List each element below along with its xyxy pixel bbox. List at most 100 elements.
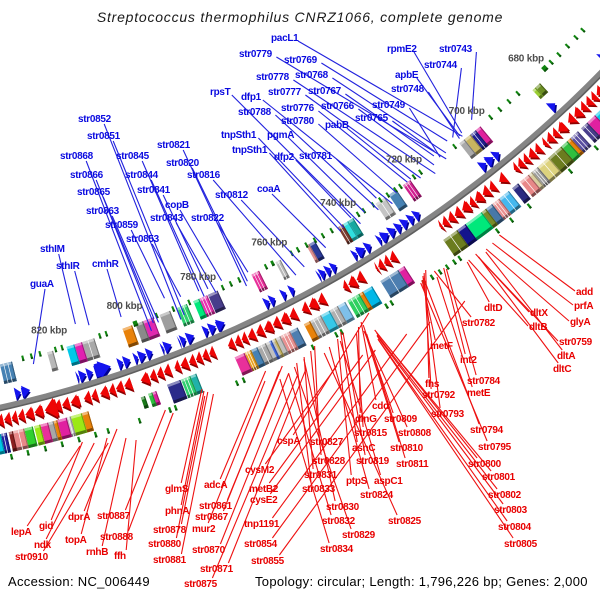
svg-text:rpmE2: rpmE2	[387, 44, 417, 55]
svg-text:str0792: str0792	[422, 390, 456, 401]
svg-text:sthIR: sthIR	[56, 261, 81, 272]
svg-text:str0910: str0910	[15, 552, 49, 563]
svg-text:cdd: cdd	[372, 401, 389, 412]
svg-text:guaA: guaA	[30, 279, 54, 290]
svg-text:dfp1: dfp1	[241, 92, 262, 103]
svg-text:str0803: str0803	[494, 505, 528, 516]
svg-text:adcA: adcA	[204, 480, 227, 491]
svg-text:str0800: str0800	[468, 459, 502, 470]
svg-text:str0810: str0810	[390, 443, 424, 454]
svg-text:str0853: str0853	[126, 234, 160, 245]
svg-text:str0845: str0845	[116, 151, 150, 162]
svg-text:dprA: dprA	[68, 512, 90, 523]
svg-text:str0776: str0776	[281, 103, 315, 114]
svg-text:pabB: pabB	[325, 120, 349, 131]
svg-text:dltA: dltA	[557, 351, 575, 362]
svg-text:str0843: str0843	[150, 213, 184, 224]
svg-text:str0888: str0888	[100, 532, 134, 543]
svg-text:str0859: str0859	[105, 220, 139, 231]
svg-text:rpsT: rpsT	[210, 87, 231, 98]
svg-text:apbE: apbE	[395, 70, 419, 81]
svg-text:cmhR: cmhR	[92, 259, 120, 270]
svg-text:str0834: str0834	[320, 544, 354, 555]
svg-text:str0759: str0759	[559, 337, 593, 348]
svg-text:tnp1191: tnp1191	[244, 519, 280, 530]
svg-text:dltC: dltC	[553, 364, 571, 375]
svg-text:int2: int2	[460, 355, 477, 366]
svg-text:str0769: str0769	[284, 55, 318, 66]
svg-text:str0824: str0824	[360, 490, 394, 501]
svg-text:str0779: str0779	[239, 49, 273, 60]
svg-text:str0870: str0870	[192, 545, 226, 556]
svg-text:str0765: str0765	[355, 113, 389, 124]
svg-text:dinG: dinG	[355, 414, 377, 425]
svg-text:pacL1: pacL1	[271, 33, 299, 44]
svg-text:metB2: metB2	[249, 484, 279, 495]
svg-text:str0744: str0744	[424, 60, 458, 71]
svg-text:pgmA: pgmA	[267, 130, 294, 141]
svg-text:metE: metE	[467, 388, 491, 399]
svg-text:str0855: str0855	[251, 556, 285, 567]
svg-text:asnC: asnC	[352, 443, 375, 454]
svg-text:str0784: str0784	[467, 376, 501, 387]
svg-text:metF: metF	[430, 341, 453, 352]
svg-text:str0851: str0851	[87, 131, 121, 142]
svg-text:str0788: str0788	[238, 107, 272, 118]
svg-text:Topology: circular; Length: 1,: Topology: circular; Length: 1,796,226 bp…	[255, 574, 588, 589]
svg-text:str0793: str0793	[431, 409, 465, 420]
svg-text:str0831: str0831	[304, 470, 338, 481]
svg-text:coaA: coaA	[257, 184, 280, 195]
svg-text:str0743: str0743	[439, 44, 473, 55]
svg-text:str0875: str0875	[184, 579, 218, 590]
svg-text:str0852: str0852	[78, 114, 112, 125]
svg-text:700 kbp: 700 kbp	[449, 106, 485, 117]
svg-text:str0780: str0780	[281, 116, 315, 127]
svg-text:rnhB: rnhB	[86, 547, 108, 558]
svg-text:str0802: str0802	[488, 490, 522, 501]
svg-text:740 kbp: 740 kbp	[320, 198, 356, 209]
svg-text:glyA: glyA	[570, 317, 591, 328]
svg-text:fhs: fhs	[425, 379, 440, 390]
svg-text:820 kbp: 820 kbp	[31, 326, 67, 337]
svg-text:str0777: str0777	[268, 87, 302, 98]
svg-text:cysM2: cysM2	[245, 465, 275, 476]
svg-text:str0766: str0766	[321, 101, 355, 112]
svg-text:str0881: str0881	[153, 555, 187, 566]
svg-text:copB: copB	[165, 200, 189, 211]
svg-text:str0867: str0867	[195, 512, 229, 523]
svg-text:ffh: ffh	[114, 551, 126, 562]
svg-text:780 kbp: 780 kbp	[180, 272, 216, 283]
svg-text:dltD: dltD	[484, 303, 502, 314]
svg-text:dfp2: dfp2	[274, 152, 295, 163]
svg-text:dltB: dltB	[529, 322, 547, 333]
svg-text:tnpSth1: tnpSth1	[221, 130, 257, 141]
svg-text:aspC1: aspC1	[374, 476, 403, 487]
svg-text:str0749: str0749	[372, 100, 406, 111]
svg-text:mur2: mur2	[192, 524, 216, 535]
svg-text:cspA: cspA	[277, 436, 300, 447]
svg-text:cysE2: cysE2	[250, 495, 278, 506]
svg-text:str0832: str0832	[322, 516, 356, 527]
svg-text:gid: gid	[39, 521, 53, 532]
svg-text:str0822: str0822	[191, 213, 225, 224]
svg-text:ptpS: ptpS	[346, 476, 368, 487]
svg-text:str0808: str0808	[398, 428, 432, 439]
svg-text:str0767: str0767	[308, 86, 342, 97]
svg-text:tnpSth1: tnpSth1	[232, 145, 268, 156]
svg-text:str0809: str0809	[384, 414, 418, 425]
svg-text:str0782: str0782	[462, 318, 496, 329]
svg-text:ndk: ndk	[34, 540, 52, 551]
svg-text:720 kbp: 720 kbp	[386, 154, 422, 165]
svg-text:str0861: str0861	[199, 501, 233, 512]
svg-text:str0830: str0830	[326, 502, 360, 513]
svg-text:dltX: dltX	[530, 308, 548, 319]
svg-text:str0841: str0841	[137, 185, 171, 196]
svg-text:str0866: str0866	[70, 170, 104, 181]
svg-text:str0829: str0829	[342, 530, 376, 541]
svg-text:lepA: lepA	[11, 527, 32, 538]
svg-text:str0805: str0805	[504, 539, 538, 550]
svg-text:str0778: str0778	[256, 72, 290, 83]
svg-text:str0804: str0804	[498, 522, 532, 533]
svg-text:str0811: str0811	[396, 459, 429, 470]
svg-text:str0748: str0748	[391, 84, 425, 95]
